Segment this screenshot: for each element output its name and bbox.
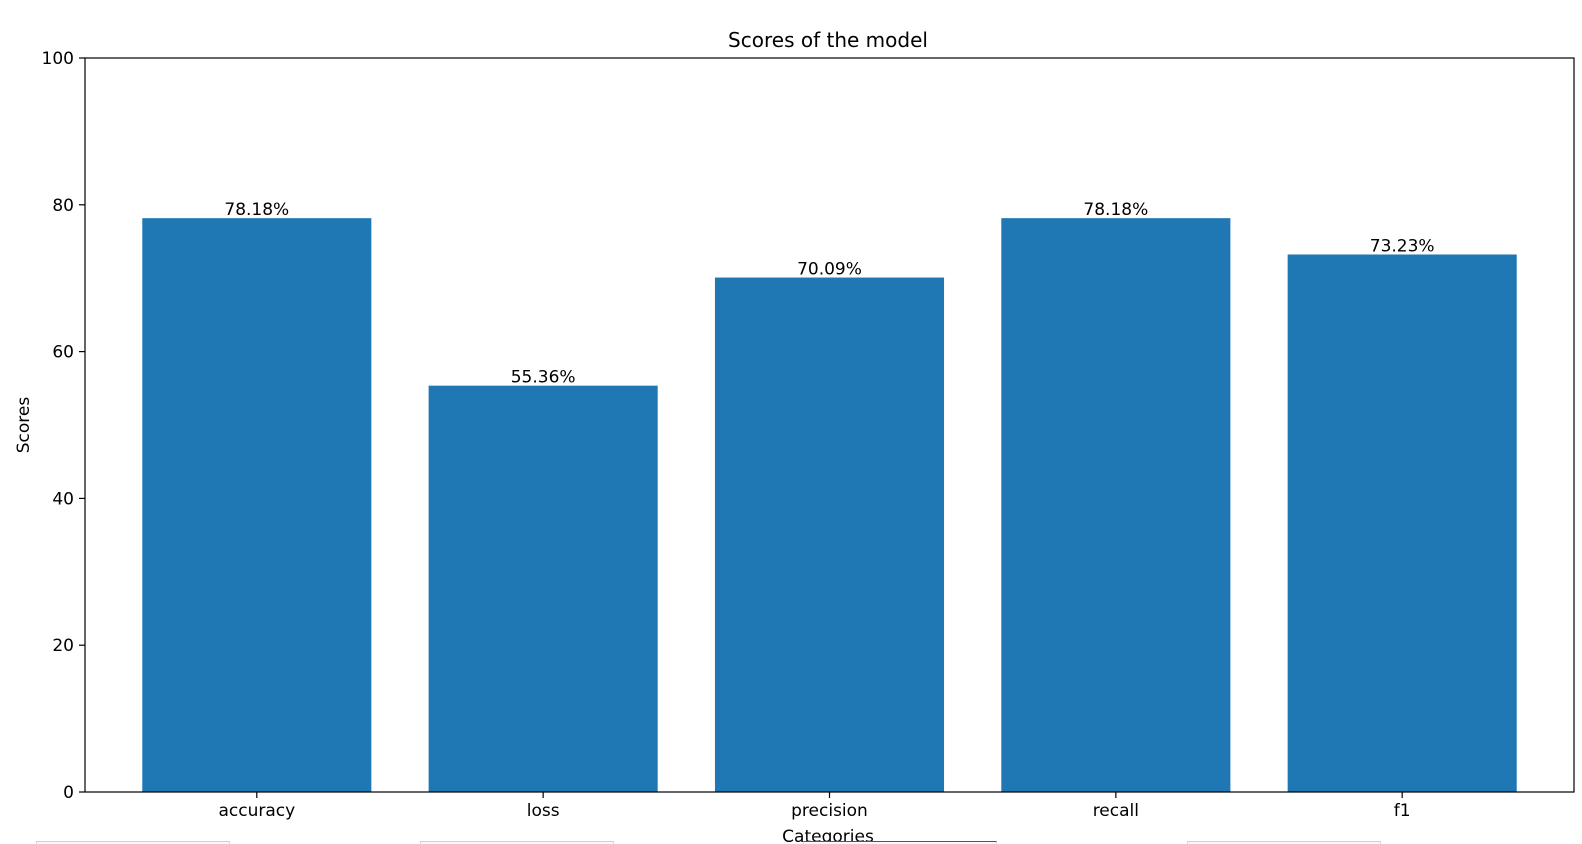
plot-area: 78.18% 55.36% 70.09% 78.18% 73.23% 0 20 40 60 80 1… [42, 49, 1575, 821]
x-axis-label: Categories [782, 827, 874, 844]
x-tick-label: f1 [1394, 801, 1411, 821]
bottom-strip [803, 841, 997, 844]
bar [1001, 218, 1231, 792]
bottom-strip [1187, 841, 1381, 844]
x-tick-label: loss [527, 801, 560, 821]
chart-title: Scores of the model [728, 28, 928, 52]
y-tick-label: 80 [52, 196, 74, 216]
x-tick-label: accuracy [218, 801, 295, 821]
bottom-strip [36, 841, 230, 844]
bar-value-label: 55.36% [511, 368, 576, 388]
bar-value-label: 78.18% [224, 200, 289, 220]
y-tick-label: 0 [63, 783, 74, 803]
bar [714, 277, 945, 792]
y-tick-label: 40 [52, 489, 74, 509]
y-tick-label: 100 [42, 49, 74, 69]
x-tick-label: precision [791, 801, 868, 821]
y-tick-label: 20 [52, 636, 74, 656]
bar [142, 218, 372, 792]
y-tick-label: 60 [52, 343, 74, 363]
y-axis-label: Scores [14, 397, 34, 454]
x-tick-label: recall [1093, 801, 1139, 821]
bar-value-label: 70.09% [797, 260, 862, 280]
bar-value-label: 73.23% [1370, 236, 1435, 256]
bar [428, 385, 658, 792]
bottom-strip [420, 841, 614, 844]
bar [1287, 254, 1517, 792]
bar-value-label: 78.18% [1083, 200, 1148, 220]
